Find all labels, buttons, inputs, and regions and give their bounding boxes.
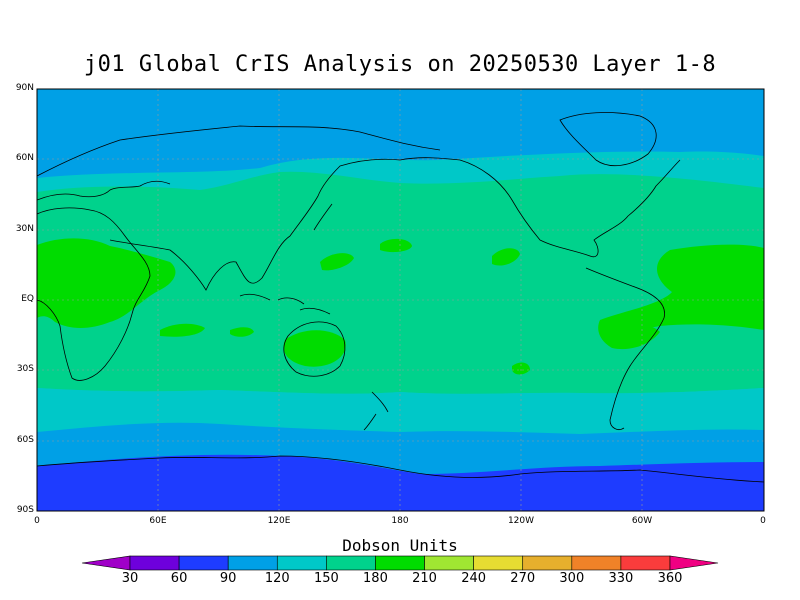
map-title: j01 Global CrIS Analysis on 20250530 Lay… (83, 52, 717, 77)
colorbar-tick-label: 180 (363, 571, 388, 586)
lon-tick-label: 180 (391, 516, 409, 526)
ozone-field (37, 89, 764, 511)
colorbar-tick-label: 240 (461, 571, 487, 586)
lon-tick-label: 60E (149, 516, 167, 526)
indonesia-coast (239, 293, 331, 315)
lat-tick-label: 30N (15, 224, 34, 234)
northamerica-coast (459, 159, 681, 258)
colorbar-swatch (424, 555, 474, 571)
lat-tick-label: 90S (16, 505, 34, 515)
colorbar-swatch (571, 555, 622, 571)
australia-coast (283, 321, 346, 377)
colorbar-tick-label: 330 (608, 571, 634, 586)
lat-tick-label: 60N (15, 153, 34, 163)
lon-tick-label: 0 (760, 516, 766, 526)
antarctica-coast (37, 455, 764, 483)
colorbar (81, 555, 719, 571)
lon-tick-label: 60W (631, 516, 653, 526)
colorbar-swatch (129, 555, 180, 571)
patch-atlantic-180 (600, 244, 764, 330)
lat-tick-label: EQ (21, 294, 34, 304)
coastlines (37, 112, 764, 483)
lat-tick-label: 60S (16, 435, 34, 445)
patch-pacific4-180 (230, 327, 254, 337)
colorbar-tick-label: 30 (121, 571, 139, 586)
lat-tick-label: 30S (16, 364, 34, 374)
colorbar-title: Dobson Units (342, 536, 458, 555)
colorbar-tick-label: 210 (412, 571, 437, 586)
colorbar-swatch (227, 555, 278, 571)
band-tropical-150 (37, 171, 764, 394)
band-south-60 (37, 454, 764, 511)
newzealand-coast (363, 391, 389, 431)
colorbar-arrow-low (81, 555, 131, 571)
patch-southpacific-180 (512, 362, 530, 375)
patch-africa-180 (37, 238, 176, 328)
japan-coast (313, 203, 333, 231)
patch-pacific2-180 (320, 253, 354, 271)
colorbar-tick-label: 60 (170, 571, 188, 586)
colorbar-tick-label: 300 (559, 571, 585, 586)
colorbar-tick-label: 90 (219, 571, 237, 586)
europe-coast (37, 180, 171, 201)
colorbar-tick-label: 150 (313, 571, 339, 586)
patch-pacific3-180 (492, 248, 520, 266)
southamerica-coast (585, 267, 665, 430)
colorbar-swatch (326, 555, 376, 571)
lon-tick-label: 120E (267, 516, 291, 526)
greenland-coast (559, 112, 657, 167)
lat-tick-label: 90N (15, 83, 34, 93)
colorbar-tick-label: 270 (510, 571, 536, 586)
asia-coast (109, 157, 461, 291)
gridlines (37, 89, 764, 511)
colorbar-swatch (375, 555, 425, 571)
colorbar-tick-label: 360 (657, 571, 683, 586)
colorbar-swatch (473, 555, 524, 571)
lon-tick-label: 120W (507, 516, 535, 526)
map-border (36, 88, 765, 512)
africa-coast (37, 207, 151, 381)
colorbar-swatch (522, 555, 573, 571)
patch-southamerica-180 (598, 319, 660, 350)
colorbar-swatch (178, 555, 229, 571)
lon-tick-label: 0 (34, 516, 40, 526)
colorbar-arrow-high (669, 555, 719, 571)
arctic-coast (37, 125, 441, 177)
colorbar-swatch (620, 555, 671, 571)
patch-indian-180 (160, 323, 205, 337)
patch-australia-180 (283, 330, 346, 367)
colorbar-swatch (276, 555, 327, 571)
colorbar-tick-label: 120 (264, 571, 290, 586)
patch-pacific-180 (380, 238, 412, 253)
